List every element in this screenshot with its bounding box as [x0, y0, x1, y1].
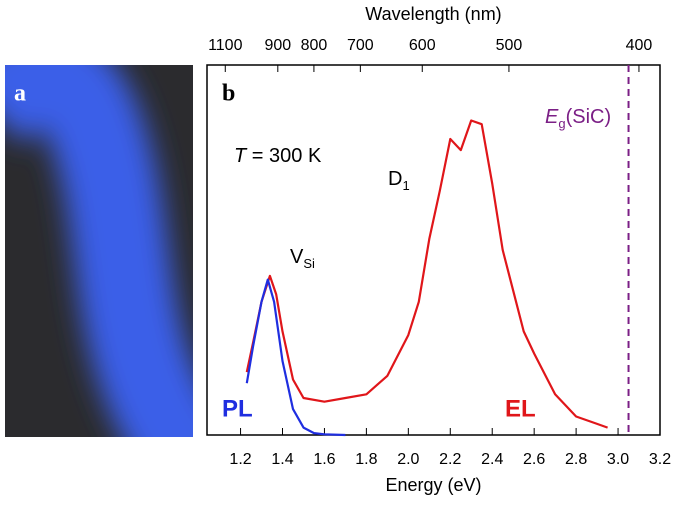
x2-tick-label: 400: [626, 37, 653, 54]
annotation-part: (SiC): [566, 106, 612, 128]
x-tick-label: 2.0: [397, 451, 419, 468]
spectrum-line: [245, 278, 346, 437]
x-tick-label: 3.2: [649, 451, 671, 468]
panel-label: a: [14, 81, 26, 107]
x-tick-label: 3.0: [607, 451, 629, 468]
x-tick-label: 2.8: [565, 451, 587, 468]
x2-axis-label: Wavelength (nm): [365, 4, 501, 24]
x2-tick-label: 900: [264, 37, 291, 54]
emission-ring: [5, 65, 193, 437]
annotation-part: 1: [402, 178, 409, 193]
panel-label: b: [222, 81, 235, 107]
spectrum-line: [245, 119, 608, 429]
x-tick-label: 1.2: [229, 451, 251, 468]
annotation: T = 300 K: [234, 145, 322, 167]
x2-tick-label: 600: [409, 37, 436, 54]
series-label: PL: [222, 395, 253, 422]
x-tick-label: 2.4: [481, 451, 503, 468]
annotation: Eg(SiC): [545, 106, 611, 131]
annotation-part: = 300 K: [246, 145, 322, 167]
annotation-part: g: [558, 116, 565, 131]
x2-tick-label: 700: [347, 37, 374, 54]
x2-tick-label: 800: [301, 37, 328, 54]
plot-frame: [206, 64, 661, 436]
x-axis-label: Energy (eV): [385, 475, 481, 495]
x-tick-label: 1.4: [271, 451, 293, 468]
annotation-part: D: [388, 168, 402, 190]
annotation: D1: [388, 168, 410, 193]
series-label: EL: [505, 395, 536, 422]
annotation: VSi: [290, 246, 315, 271]
x2-tick-label: 1100: [208, 37, 243, 54]
x-tick-label: 1.8: [355, 451, 377, 468]
x-tick-label: 1.6: [313, 451, 335, 468]
x-tick-label: 2.2: [439, 451, 461, 468]
annotation-part: V: [290, 246, 304, 268]
image-panel: [5, 65, 193, 437]
annotation-part: E: [545, 106, 559, 128]
x-tick-label: 2.6: [523, 451, 545, 468]
annotation-part: T: [234, 145, 248, 167]
annotation-part: Si: [303, 256, 315, 271]
x2-tick-label: 500: [496, 37, 523, 54]
